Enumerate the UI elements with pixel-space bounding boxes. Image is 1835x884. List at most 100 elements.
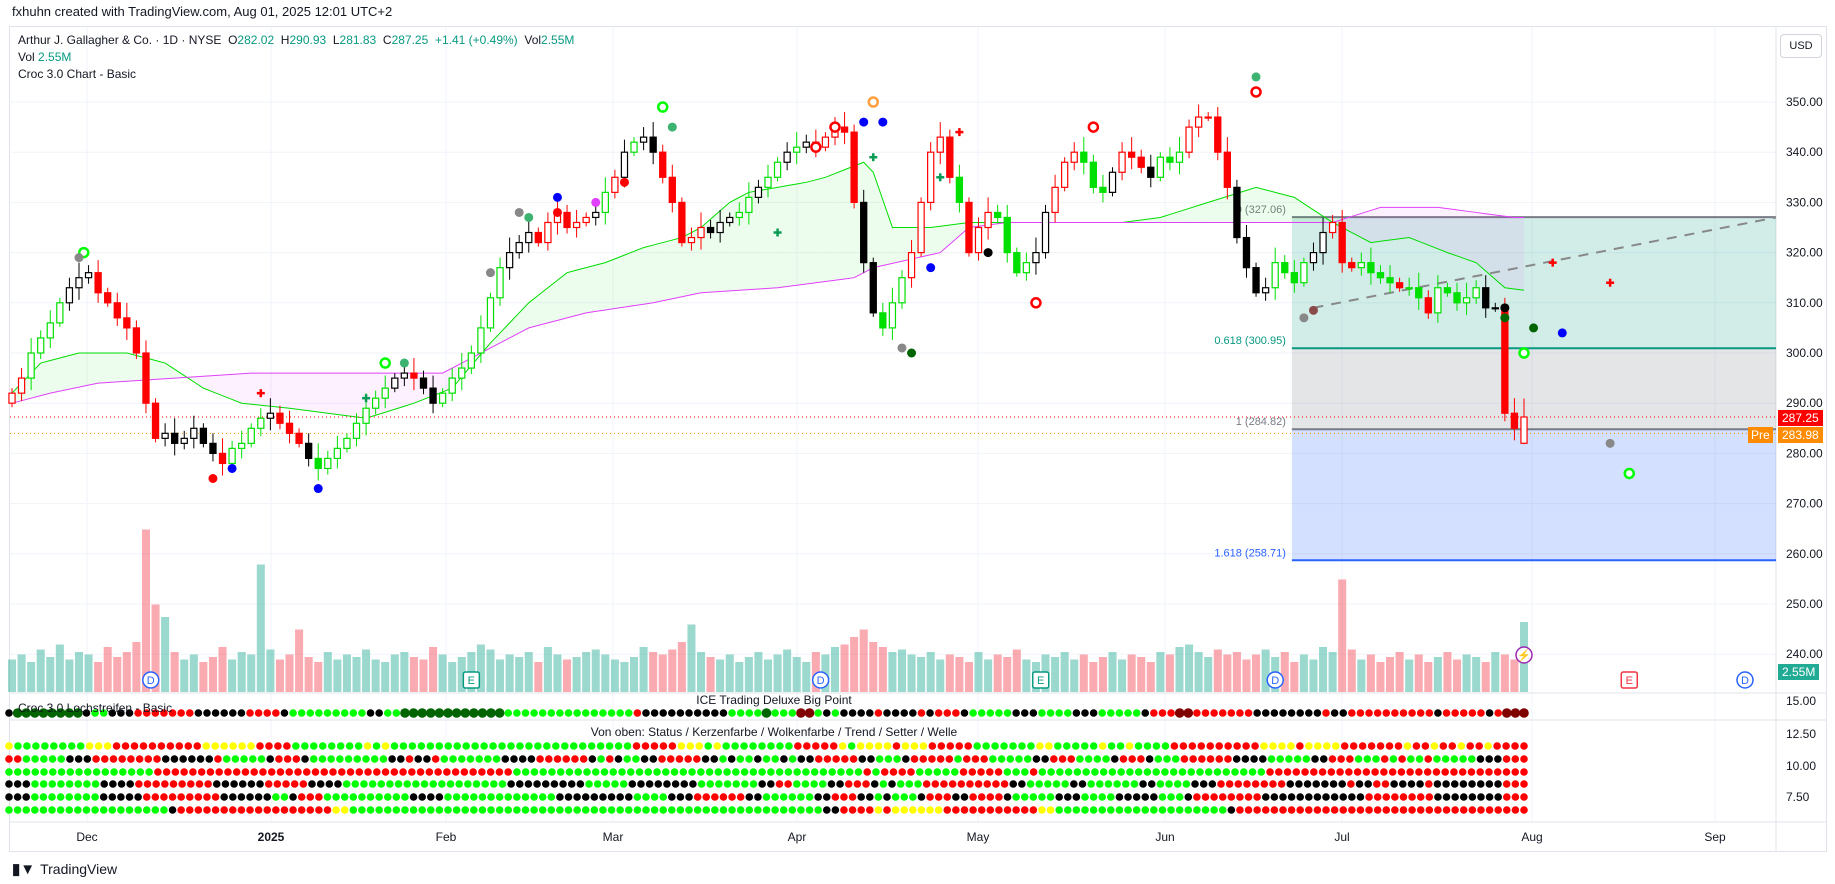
candle-body[interactable] (400, 372, 409, 379)
candle-body[interactable] (1060, 161, 1069, 188)
candle-body[interactable] (324, 457, 332, 470)
candle-body[interactable] (1118, 151, 1126, 173)
candle-body[interactable] (706, 226, 715, 234)
candle-body[interactable] (821, 136, 830, 148)
candle-body[interactable] (419, 377, 428, 389)
candle-body[interactable] (1328, 221, 1337, 234)
candle-body[interactable] (668, 176, 676, 204)
candle-body[interactable] (1386, 277, 1394, 284)
candle-body[interactable] (1501, 307, 1509, 414)
candle-body[interactable] (1204, 116, 1212, 119)
candle-body[interactable] (898, 277, 906, 304)
candle-body[interactable] (1281, 262, 1289, 274)
candle-body[interactable] (1041, 211, 1050, 254)
candle-body[interactable] (1175, 151, 1184, 163)
candle-body[interactable] (1022, 262, 1031, 274)
candle-body[interactable] (525, 231, 533, 244)
candle-body[interactable] (1415, 287, 1423, 299)
candle-body[interactable] (285, 422, 294, 434)
candle-body[interactable] (860, 201, 868, 264)
candle-body[interactable] (534, 231, 542, 244)
candle-body[interactable] (1156, 156, 1165, 178)
candle-body[interactable] (496, 267, 504, 299)
candle-body[interactable] (802, 141, 810, 148)
candle-body[interactable] (1032, 252, 1040, 264)
candle-body[interactable] (1434, 287, 1442, 314)
candle-body[interactable] (716, 221, 724, 234)
candle-body[interactable] (745, 196, 753, 214)
candle-body[interactable] (123, 317, 131, 329)
candle-body[interactable] (1491, 307, 1499, 310)
candle-body[interactable] (1070, 151, 1078, 163)
candle-body[interactable] (1108, 171, 1117, 193)
pane1-title[interactable]: Croc 3.0 Lochstreifen - Basic (18, 701, 173, 715)
candle-body[interactable] (582, 216, 590, 224)
candle-body[interactable] (228, 447, 236, 465)
candle-body[interactable] (1319, 231, 1327, 254)
candle-body[interactable] (955, 176, 964, 204)
candle-body[interactable] (304, 442, 313, 460)
candle-body[interactable] (879, 312, 887, 329)
candle-body[interactable] (84, 272, 93, 279)
indicator-legend[interactable]: Croc 3.0 Chart - Basic (18, 67, 137, 81)
volume-legend[interactable]: Vol 2.55M (18, 50, 71, 64)
candle-body[interactable] (8, 392, 16, 404)
tradingview-logo[interactable]: ▮▼ TradingView (12, 860, 117, 878)
candle-body[interactable] (1309, 252, 1318, 264)
candle-body[interactable] (486, 297, 495, 329)
candle-body[interactable] (1300, 262, 1308, 284)
candle-body[interactable] (257, 417, 265, 429)
dividend-event-icon[interactable] (811, 671, 830, 689)
candle-body[interactable] (410, 372, 418, 379)
candle-body[interactable] (639, 136, 648, 143)
candle-body[interactable] (1166, 156, 1174, 163)
candle-body[interactable] (94, 272, 102, 294)
candle-body[interactable] (1482, 287, 1490, 309)
candle-body[interactable] (1443, 287, 1452, 294)
candle-body[interactable] (793, 146, 801, 153)
candle-body[interactable] (1147, 166, 1155, 178)
candle-body[interactable] (113, 302, 121, 319)
candle-body[interactable] (1252, 267, 1260, 294)
candle-body[interactable] (1472, 287, 1480, 299)
candle-body[interactable] (1453, 292, 1461, 304)
candle-body[interactable] (1338, 221, 1346, 264)
candle-body[interactable] (936, 136, 944, 153)
currency-button[interactable]: USD (1780, 34, 1822, 58)
candle-body[interactable] (687, 236, 696, 244)
candle-body[interactable] (697, 226, 705, 239)
candle-body[interactable] (1223, 151, 1232, 188)
candle-body[interactable] (1242, 236, 1251, 269)
candle-body[interactable] (505, 252, 514, 269)
candle-body[interactable] (477, 327, 485, 354)
candle-body[interactable] (888, 302, 897, 329)
candle-body[interactable] (1214, 116, 1222, 153)
candle-body[interactable] (735, 211, 743, 219)
candle-body[interactable] (726, 216, 734, 224)
candle-body[interactable] (840, 126, 849, 133)
candle-body[interactable] (572, 221, 581, 229)
candle-body[interactable] (659, 151, 667, 178)
candle-body[interactable] (1137, 156, 1145, 168)
earnings-event-icon[interactable] (1031, 671, 1050, 689)
candle-body[interactable] (917, 201, 925, 254)
candle-body[interactable] (391, 377, 399, 389)
candle-body[interactable] (190, 427, 198, 439)
candle-body[interactable] (381, 387, 389, 399)
candle-body[interactable] (1080, 151, 1088, 163)
candle-body[interactable] (65, 287, 74, 304)
candle-body[interactable] (965, 201, 973, 254)
candle-body[interactable] (75, 277, 83, 289)
earnings-event-icon[interactable] (462, 671, 481, 689)
candle-body[interactable] (295, 432, 303, 444)
candle-body[interactable] (515, 241, 523, 254)
candle-body[interactable] (1003, 216, 1011, 254)
candle-body[interactable] (563, 211, 571, 229)
candle-body[interactable] (649, 136, 657, 153)
earnings-event-icon[interactable] (1620, 671, 1639, 689)
candle-body[interactable] (142, 352, 150, 404)
candle-body[interactable] (927, 151, 935, 203)
candle-body[interactable] (209, 442, 217, 454)
candle-body[interactable] (620, 151, 629, 178)
candle-body[interactable] (1013, 252, 1021, 274)
